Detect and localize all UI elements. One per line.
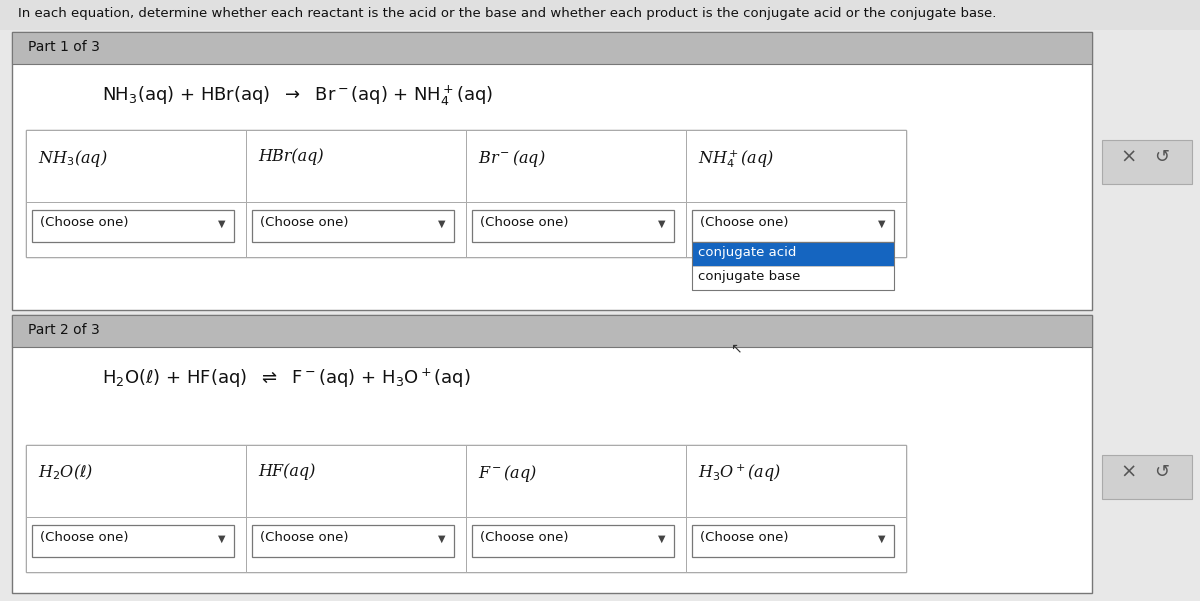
Bar [472, 525, 674, 557]
Bar [246, 202, 466, 257]
Text: conjugate acid: conjugate acid [698, 246, 797, 259]
Text: ↺: ↺ [1154, 148, 1169, 166]
Bar [686, 202, 906, 257]
Bar [466, 202, 686, 257]
Text: ▼: ▼ [658, 534, 666, 544]
Text: ▼: ▼ [218, 219, 226, 229]
Text: (Choose one): (Choose one) [260, 216, 348, 229]
Bar [246, 517, 466, 572]
Text: HF(aq): HF(aq) [258, 463, 316, 480]
Bar [692, 242, 894, 266]
Text: (Choose one): (Choose one) [700, 216, 788, 229]
Bar [692, 266, 894, 290]
Text: conjugate base: conjugate base [698, 270, 800, 283]
Text: H$_2$O($\ell$): H$_2$O($\ell$) [38, 463, 94, 483]
Bar [1102, 140, 1192, 184]
Bar [26, 445, 906, 572]
Text: (Choose one): (Choose one) [480, 531, 569, 544]
Bar [12, 32, 1092, 64]
Bar [12, 315, 1092, 593]
Bar [252, 525, 454, 557]
Text: ▼: ▼ [878, 534, 886, 544]
Text: F$^-$(aq): F$^-$(aq) [478, 463, 538, 484]
Bar [686, 130, 906, 202]
Bar [26, 130, 246, 202]
Text: ▼: ▼ [658, 219, 666, 229]
Bar [692, 210, 894, 242]
Text: (Choose one): (Choose one) [40, 216, 128, 229]
Bar [26, 517, 246, 572]
Text: (Choose one): (Choose one) [40, 531, 128, 544]
Text: NH$_3$(aq) + HBr(aq)  $\rightarrow$  Br$^-$(aq) + NH$_4^+$(aq): NH$_3$(aq) + HBr(aq) $\rightarrow$ Br$^-… [102, 84, 493, 108]
Bar [252, 210, 454, 242]
Bar [692, 525, 894, 557]
Bar [26, 445, 246, 517]
Bar [472, 210, 674, 242]
Bar [466, 130, 686, 202]
Bar [0, 0, 1200, 30]
Text: ▼: ▼ [438, 534, 445, 544]
Text: In each equation, determine whether each reactant is the acid or the base and wh: In each equation, determine whether each… [18, 7, 996, 20]
Text: Br$^-$(aq): Br$^-$(aq) [478, 148, 546, 169]
Text: (Choose one): (Choose one) [700, 531, 788, 544]
Text: (Choose one): (Choose one) [260, 531, 348, 544]
Text: H$_3$O$^+$(aq): H$_3$O$^+$(aq) [698, 463, 781, 484]
Bar [12, 315, 1092, 347]
Bar [26, 202, 246, 257]
Bar [466, 517, 686, 572]
Bar [26, 130, 906, 257]
Bar [686, 445, 906, 517]
Text: Part 2 of 3: Part 2 of 3 [28, 323, 100, 337]
Text: Part 1 of 3: Part 1 of 3 [28, 40, 100, 54]
Text: ↺: ↺ [1154, 463, 1169, 481]
Bar [32, 525, 234, 557]
Bar [246, 130, 466, 202]
Bar [32, 210, 234, 242]
Bar [692, 242, 894, 290]
Text: HBr(aq): HBr(aq) [258, 148, 324, 165]
Text: NH$_3$(aq): NH$_3$(aq) [38, 148, 108, 169]
Bar [246, 445, 466, 517]
Text: ↖: ↖ [730, 341, 742, 355]
Text: ×: × [1120, 463, 1136, 482]
Bar [686, 517, 906, 572]
Text: (Choose one): (Choose one) [480, 216, 569, 229]
Text: ×: × [1120, 148, 1136, 167]
Bar [466, 445, 686, 517]
Text: NH$_4^+$(aq): NH$_4^+$(aq) [698, 148, 774, 170]
Text: ▼: ▼ [438, 219, 445, 229]
Text: H$_2$O($\ell$) + HF(aq)  $\rightleftharpoons$  F$^-$(aq) + H$_3$O$^+$(aq): H$_2$O($\ell$) + HF(aq) $\rightleftharpo… [102, 367, 470, 390]
Text: ▼: ▼ [878, 219, 886, 229]
Bar [12, 32, 1092, 310]
Text: ▼: ▼ [218, 534, 226, 544]
Bar [1102, 455, 1192, 499]
